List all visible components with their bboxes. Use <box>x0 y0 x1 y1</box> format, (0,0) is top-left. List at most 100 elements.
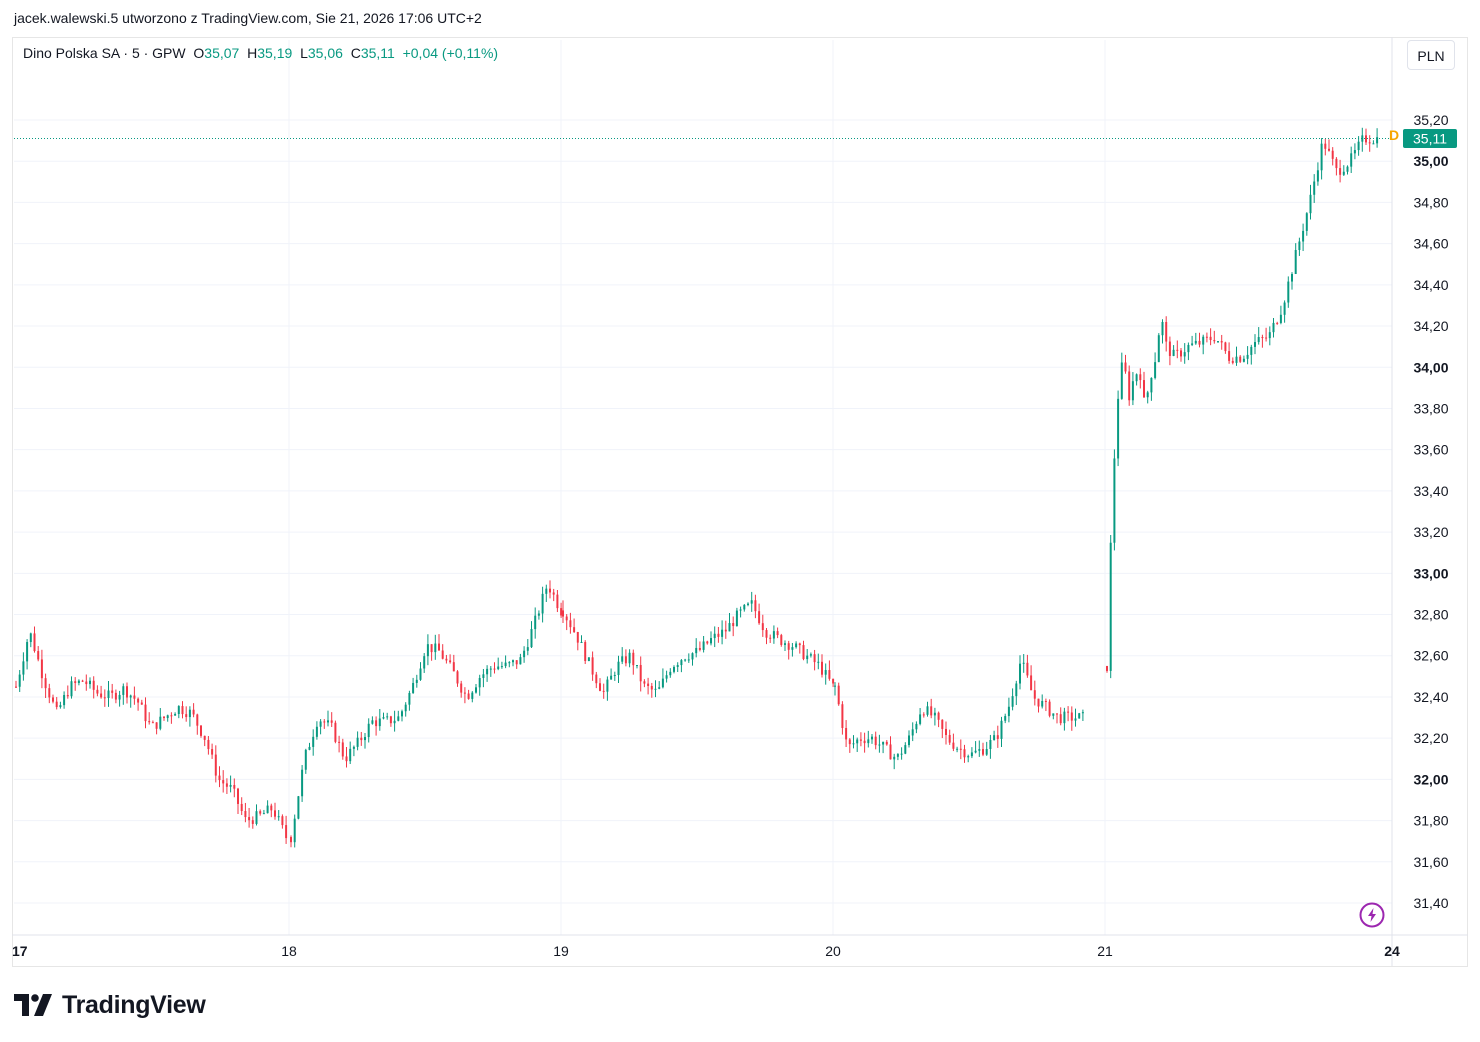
legend-low-label: L <box>300 45 308 61</box>
candle-body <box>404 704 407 712</box>
dividend-marker[interactable]: D <box>1389 127 1399 143</box>
candle-body <box>408 692 411 705</box>
lightning-icon[interactable] <box>1359 902 1385 928</box>
candle-body <box>676 665 679 667</box>
candle <box>386 712 389 720</box>
candle-body <box>170 715 173 717</box>
candle-body <box>1357 141 1360 151</box>
candle <box>1283 300 1286 323</box>
candle <box>1180 347 1182 362</box>
candle-body <box>81 680 84 682</box>
candle-body <box>1180 350 1182 357</box>
candle-body <box>673 666 675 672</box>
tradingview-logo-icon <box>14 994 52 1016</box>
candle <box>148 712 151 725</box>
candle <box>375 716 378 736</box>
currency-button[interactable]: PLN <box>1407 40 1455 70</box>
candle-body <box>882 741 885 745</box>
candle <box>1117 390 1120 467</box>
candle-body <box>251 820 254 824</box>
candle-body <box>787 643 790 650</box>
tradingview-logo[interactable]: TradingView <box>14 990 206 1020</box>
candle-body <box>114 692 117 700</box>
candle <box>591 651 594 681</box>
candle <box>702 635 705 653</box>
candle-body <box>233 784 236 789</box>
price-tick-label: 31,60 <box>1413 854 1448 870</box>
price-tick-label: 35,00 <box>1413 153 1448 169</box>
candle-body <box>456 671 459 684</box>
candle <box>1030 665 1033 691</box>
legend-close-label: C <box>350 45 361 61</box>
candle-body <box>129 695 132 698</box>
candle <box>1070 706 1073 731</box>
candle <box>129 694 132 708</box>
candle <box>486 665 489 682</box>
candle <box>1139 368 1142 389</box>
candle-body <box>560 608 563 616</box>
candle <box>959 739 962 760</box>
candle <box>163 716 165 721</box>
candle-body <box>452 662 455 672</box>
candle <box>449 654 452 664</box>
candle-body <box>1146 392 1149 398</box>
candle-body <box>281 816 284 826</box>
candle-body <box>1298 241 1301 251</box>
candle-body <box>1339 168 1342 175</box>
candle <box>687 653 690 663</box>
candle <box>151 720 154 724</box>
candle-body <box>59 705 62 708</box>
candle-body <box>580 642 583 644</box>
candle <box>1106 665 1108 673</box>
candle-body <box>493 668 496 670</box>
candle <box>948 729 951 745</box>
candle-body <box>222 780 225 784</box>
candle-body <box>237 788 239 804</box>
candle-body <box>665 675 668 679</box>
candle-body <box>624 656 627 664</box>
candle-body <box>240 803 243 812</box>
candlestick-series <box>15 127 1379 848</box>
candle <box>33 626 36 653</box>
candle <box>900 747 903 760</box>
candle <box>621 647 624 665</box>
logo-text: TradingView <box>62 990 206 1019</box>
candle-body <box>930 706 933 716</box>
candle-body <box>412 682 415 693</box>
candle-body <box>1187 344 1190 353</box>
candle <box>1361 127 1364 152</box>
candle-body <box>1030 675 1033 691</box>
candle <box>904 742 907 755</box>
candle-body <box>904 745 907 754</box>
candle <box>576 631 579 651</box>
candle <box>423 653 426 673</box>
candle <box>170 712 173 724</box>
candle <box>552 588 555 602</box>
candle <box>382 712 385 720</box>
candle-body <box>806 655 809 660</box>
candle <box>1113 449 1116 551</box>
candle-body <box>933 712 936 716</box>
candle-body <box>103 697 106 699</box>
candle <box>1294 243 1297 275</box>
candle-body <box>467 693 470 699</box>
candle <box>654 680 657 698</box>
candle-body <box>177 706 180 715</box>
candle-body <box>519 657 522 665</box>
candle <box>848 738 851 753</box>
candle-body <box>508 662 511 664</box>
svg-text:35,11: 35,11 <box>1413 131 1447 147</box>
candle <box>933 707 936 726</box>
candle-body <box>591 657 594 675</box>
candle-body <box>919 714 922 724</box>
candle-body <box>229 784 232 787</box>
candle-body <box>795 643 798 648</box>
candle <box>780 633 783 647</box>
candle-body <box>367 723 370 738</box>
legend-high-label: H <box>247 45 258 61</box>
candle <box>1168 336 1171 366</box>
candle-body <box>832 678 835 684</box>
candle <box>100 685 103 699</box>
time-axis: 17 18 19 20 21 24 <box>12 934 1468 959</box>
